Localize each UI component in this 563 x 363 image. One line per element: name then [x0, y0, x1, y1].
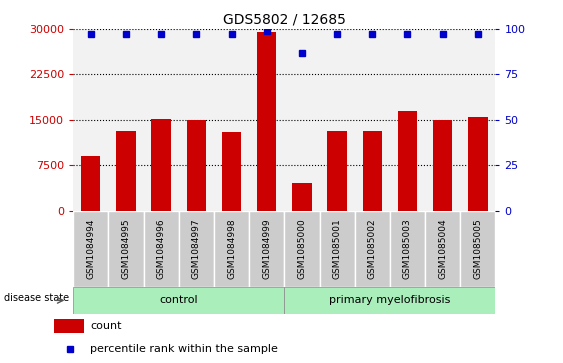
Bar [390, 29, 425, 211]
Text: control: control [159, 295, 198, 305]
Text: GSM1085001: GSM1085001 [333, 218, 342, 279]
Bar [73, 211, 108, 287]
Bar [179, 29, 214, 211]
Bar [73, 287, 284, 314]
Bar [390, 211, 425, 287]
Text: GSM1084998: GSM1084998 [227, 218, 236, 279]
Bar [320, 29, 355, 211]
Bar [187, 120, 206, 211]
Text: primary myelofibrosis: primary myelofibrosis [329, 295, 450, 305]
Text: GSM1085005: GSM1085005 [473, 218, 482, 279]
Title: GDS5802 / 12685: GDS5802 / 12685 [223, 12, 346, 26]
Text: GSM1085002: GSM1085002 [368, 218, 377, 279]
Text: GSM1084997: GSM1084997 [192, 218, 201, 279]
Bar [284, 211, 320, 287]
Bar [320, 211, 355, 287]
Bar [292, 183, 311, 211]
Text: percentile rank within the sample: percentile rank within the sample [90, 344, 278, 354]
Bar [144, 29, 179, 211]
Bar [214, 211, 249, 287]
Bar [214, 29, 249, 211]
Bar [249, 29, 284, 211]
Bar [73, 29, 108, 211]
Bar [117, 131, 136, 211]
Bar [284, 287, 495, 314]
Text: GSM1085003: GSM1085003 [403, 218, 412, 279]
Text: GSM1085000: GSM1085000 [297, 218, 306, 279]
Text: GSM1084999: GSM1084999 [262, 218, 271, 279]
Bar [461, 29, 495, 211]
Bar [355, 211, 390, 287]
Text: GSM1084994: GSM1084994 [86, 219, 95, 279]
Text: count: count [90, 321, 122, 331]
Bar [425, 29, 461, 211]
Text: disease state: disease state [4, 293, 69, 303]
Bar [355, 29, 390, 211]
Text: GSM1085004: GSM1085004 [438, 218, 447, 279]
Bar [425, 211, 461, 287]
Text: GSM1084995: GSM1084995 [122, 218, 131, 279]
Bar [284, 29, 320, 211]
Bar [108, 211, 144, 287]
Bar [151, 119, 171, 211]
Bar [54, 319, 84, 333]
Bar [249, 211, 284, 287]
Bar [398, 111, 417, 211]
Bar [179, 211, 214, 287]
Bar [433, 120, 452, 211]
Bar [328, 131, 347, 211]
Bar [257, 32, 276, 211]
Bar [108, 29, 144, 211]
Bar [363, 131, 382, 211]
Bar [468, 117, 488, 211]
Bar [81, 156, 100, 211]
Text: GSM1084996: GSM1084996 [157, 218, 166, 279]
Bar [461, 211, 495, 287]
Bar [144, 211, 179, 287]
Bar [222, 132, 241, 211]
